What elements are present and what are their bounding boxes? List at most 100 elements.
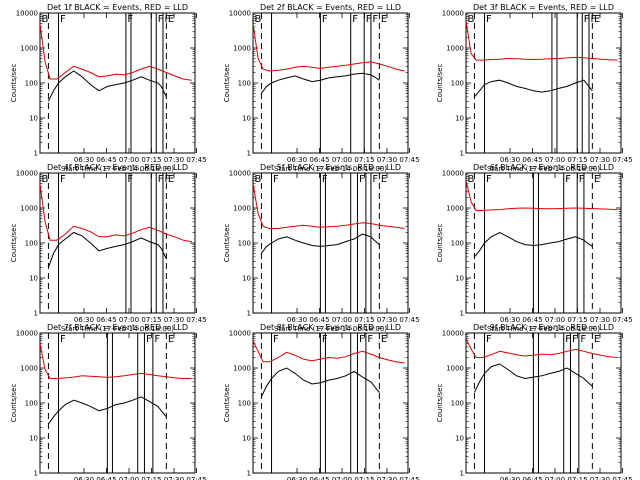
y-tick-label: 1000 [20,45,38,53]
lld-series-line [253,183,405,229]
y-axis-label: Counts/sec [223,224,231,263]
panel-title: Det 3f BLACK = Events, RED = LLD [473,3,614,12]
marker-label: F [164,174,170,185]
marker-label: B [468,174,475,185]
y-tick-label: 10000 [229,330,251,338]
y-tick-label: 1 [34,150,38,158]
panel-det-1: Det 1f BLACK = Events, RED = LLD 1 10 100 10… [10,3,207,173]
lld-series-line [253,340,405,364]
x-tick-label: 07:15 [141,316,161,324]
x-tick-label: 07:00 [332,476,352,480]
x-tick-label: 07:30 [377,316,397,324]
x-tick-label: 06:30 [500,156,520,164]
y-tick-label: 1000 [233,365,251,373]
panel-det-6: Det 6f BLACK = Events, RED = LLD 1 10 100 10… [436,163,633,333]
lld-series-line [253,23,405,72]
marker-label: F [366,14,372,25]
y-tick-label: 1000 [233,205,251,213]
y-tick-label: 100 [451,240,464,248]
x-tick-label: 07:00 [545,476,565,480]
y-axis-label: Counts/sec [10,64,18,103]
marker-label: B [42,14,49,25]
plot-frame [39,12,196,154]
y-tick-label: 10000 [442,330,464,338]
marker-label: F [273,174,279,185]
marker-label: F [372,174,378,185]
marker-label: F [273,334,279,345]
y-tick-label: 100 [25,400,38,408]
marker-label: E [168,334,174,345]
plot-frame [465,172,622,314]
y-tick-label: 10 [29,115,38,123]
lld-series-line [40,23,192,81]
y-tick-label: 1 [34,470,38,478]
y-tick-label: 1 [460,310,464,318]
marker-label: F [127,14,133,25]
y-tick-label: 10 [242,435,251,443]
x-tick-label: 07:45 [399,156,419,164]
x-tick-label: 07:15 [354,476,374,480]
x-tick-label: 07:15 [354,316,374,324]
x-axis-label: Start Time (17-Feb-14 06:18:00) [487,165,600,173]
marker-label: F [565,174,571,185]
y-tick-label: 10 [455,435,464,443]
panel-det-5: Det 5f BLACK = Events, RED = LLD 1 10 100 10… [223,163,420,333]
y-tick-label: 10 [455,115,464,123]
y-tick-label: 1000 [20,205,38,213]
x-tick-label: 07:30 [590,156,610,164]
marker-label: F [164,14,170,25]
x-tick-label: 06:45 [522,476,542,480]
x-axis-label: Start Time (17-Feb-14 06:18:00) [274,165,387,173]
marker-label: F [572,334,578,345]
x-tick-label: 06:30 [74,316,94,324]
marker-label: E [168,14,174,25]
events-series-line [260,233,380,254]
marker-label: E [168,174,174,185]
y-axis-label: Counts/sec [436,384,444,423]
panel-title: Det 2f BLACK = Events, RED = LLD [260,3,401,12]
y-tick-label: 1000 [446,365,464,373]
x-tick-label: 07:45 [186,476,206,480]
panel-det-8: Det 8f BLACK = Events, RED = LLD 1 10 100 10… [223,323,420,480]
marker-label: F [60,14,66,25]
x-tick-label: 07:00 [119,476,139,480]
marker-label: F [158,14,164,25]
lld-series-line [466,180,618,211]
plot-frame [252,332,409,474]
y-tick-label: 1 [460,150,464,158]
panel-det-3: Det 3f BLACK = Events, RED = LLD 1 10 100 10… [436,3,633,173]
x-tick-label: 06:30 [287,156,307,164]
x-tick-label: 07:30 [164,156,184,164]
panel-det-4: Det 4f BLACK = Events, RED = LLD 1 10 100 10… [10,163,207,333]
y-tick-label: 1000 [446,205,464,213]
y-tick-label: 1 [460,470,464,478]
y-tick-label: 100 [238,400,251,408]
marker-label: F [565,334,571,345]
x-tick-label: 06:45 [522,316,542,324]
x-tick-label: 07:45 [399,316,419,324]
x-tick-label: 07:45 [612,476,632,480]
x-tick-label: 07:00 [332,316,352,324]
marker-label: B [255,174,262,185]
marker-label: F [584,14,590,25]
marker-label: F [322,174,328,185]
events-series-line [473,363,593,393]
y-tick-label: 10000 [229,170,251,178]
marker-label: F [322,334,328,345]
y-tick-label: 100 [238,80,251,88]
x-tick-label: 07:00 [119,156,139,164]
x-tick-label: 07:00 [545,316,565,324]
x-tick-label: 07:45 [186,316,206,324]
y-tick-label: 10000 [16,330,38,338]
marker-label: B [42,174,49,185]
y-tick-label: 1 [247,150,251,158]
y-tick-label: 1 [247,310,251,318]
x-tick-label: 07:15 [567,316,587,324]
y-axis-label: Counts/sec [10,224,18,263]
marker-label: F [486,174,492,185]
y-axis-label: Counts/sec [10,384,18,423]
x-tick-label: 06:45 [309,476,329,480]
marker-label: F [60,174,66,185]
marker-label: F [154,334,160,345]
x-tick-label: 06:45 [309,156,329,164]
